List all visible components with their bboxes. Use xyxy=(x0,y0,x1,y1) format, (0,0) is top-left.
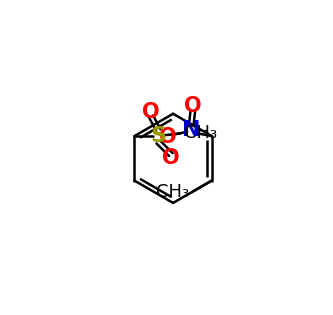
Text: N: N xyxy=(182,120,200,140)
Text: O: O xyxy=(162,148,179,169)
Text: S: S xyxy=(150,126,166,146)
Text: O: O xyxy=(159,127,176,147)
Text: CH₃: CH₃ xyxy=(184,124,217,142)
Text: CH₃: CH₃ xyxy=(156,183,189,201)
Text: O: O xyxy=(184,96,202,116)
Text: O: O xyxy=(142,102,160,122)
